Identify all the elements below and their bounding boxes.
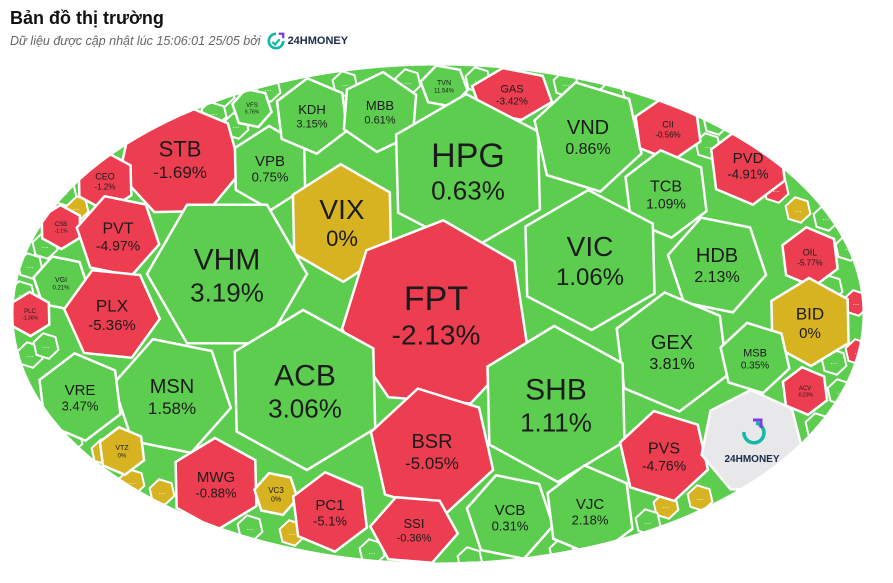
brand-logo-icon — [267, 32, 285, 50]
heatmap-border — [10, 62, 866, 566]
update-text: Dữ liệu được cập nhật lúc 15:06:01 25/05… — [10, 34, 261, 48]
page-header: Bản đồ thị trường Dữ liệu được cập nhật … — [10, 6, 348, 50]
heatmap-small-tile[interactable]: ... — [638, 70, 666, 98]
stock-tile-plc[interactable]: PLC-1.36% — [11, 290, 51, 338]
brand-name: 24HMONEY — [287, 35, 349, 47]
heatmap-small-tile-label: ... — [94, 151, 101, 160]
heatmap-small-tile-label: ... — [649, 79, 656, 88]
heatmap-small-tile-label: ... — [41, 415, 48, 424]
update-info: Dữ liệu được cập nhật lúc 15:06:01 25/05… — [10, 32, 348, 50]
brand-logo[interactable]: 24HMONEY — [267, 32, 349, 50]
heatmap-small-tile-label: ... — [677, 95, 684, 104]
page-title: Bản đồ thị trường — [10, 8, 164, 28]
